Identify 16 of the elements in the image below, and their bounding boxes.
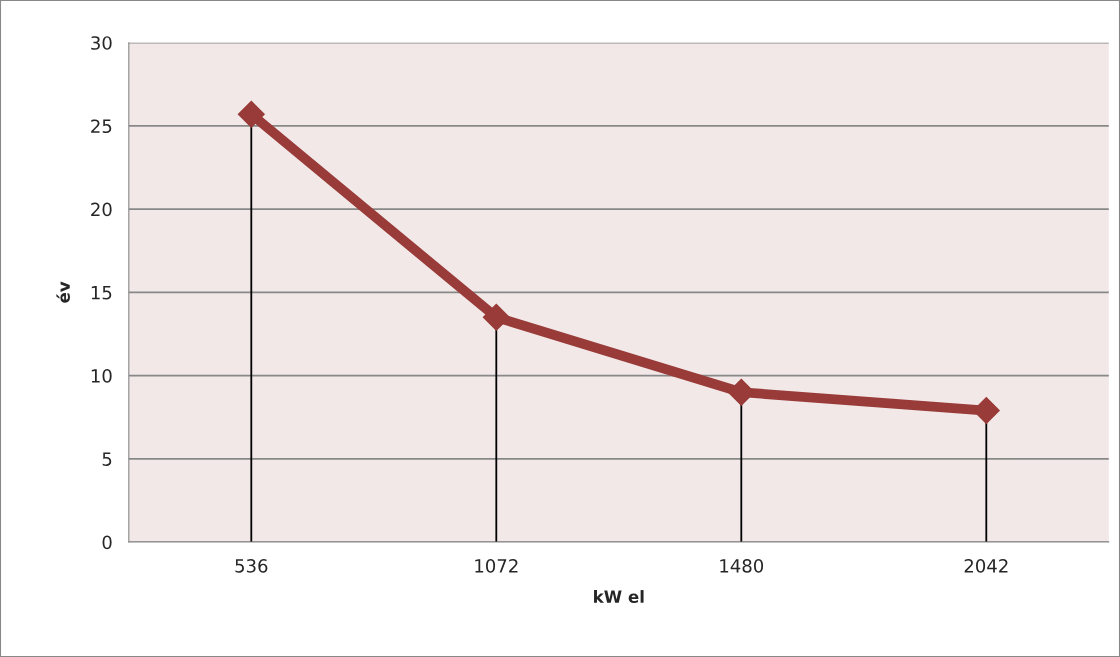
y-tick-label: 20 — [91, 202, 112, 217]
x-tick-label: 2042 — [964, 559, 1008, 573]
x-axis-title: kW el — [594, 590, 644, 603]
point — [727, 378, 755, 406]
point — [237, 100, 265, 128]
y-tick-label: 10 — [91, 369, 112, 383]
point — [482, 303, 510, 331]
y-tick-label: 25 — [91, 119, 112, 134]
y-tick-label: 30 — [91, 36, 112, 50]
y-axis-title: év — [56, 281, 70, 303]
y-tick-label: 0 — [102, 535, 112, 550]
x-tick-label: 1480 — [720, 559, 764, 573]
x-tick-label: 536 — [235, 559, 268, 573]
y-tick-label: 5 — [102, 452, 112, 466]
x-tick-label: 1072 — [475, 559, 518, 573]
y-tick-label: 15 — [91, 286, 112, 300]
